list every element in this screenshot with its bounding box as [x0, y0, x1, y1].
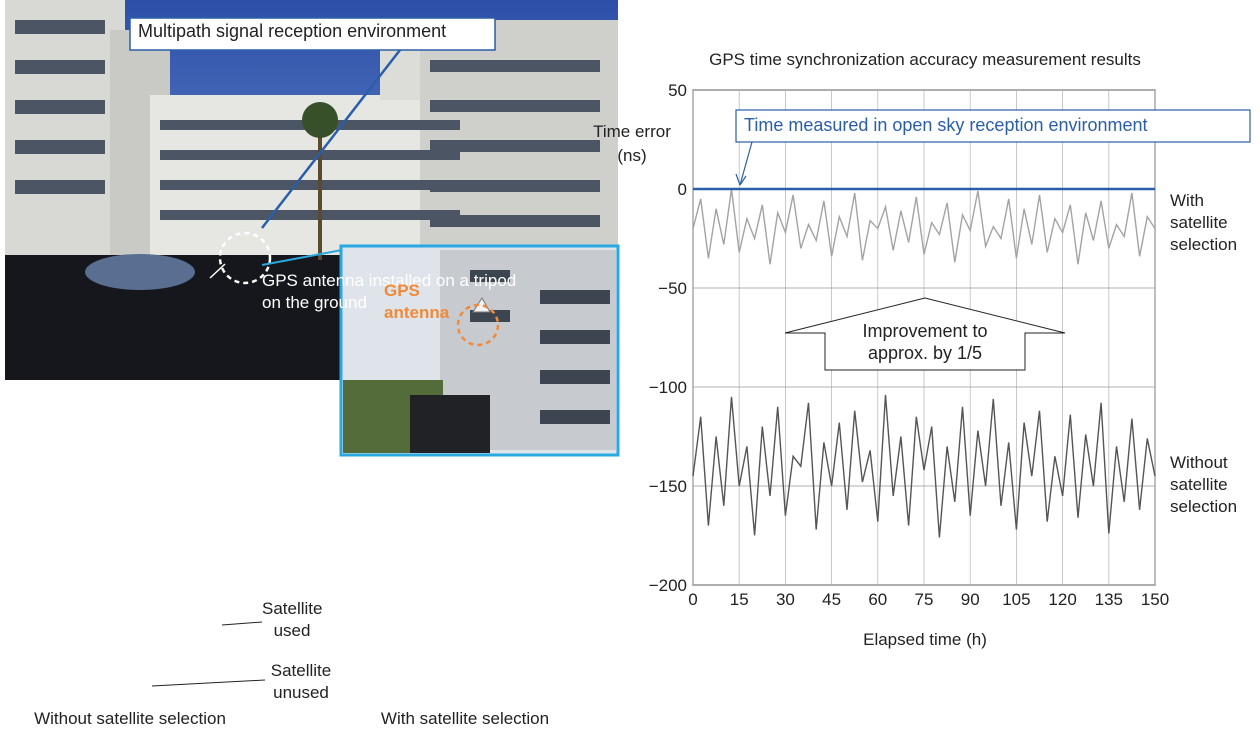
y-axis-label: (ns) [617, 146, 646, 165]
inset-label: GPS antenna [384, 280, 444, 324]
x-tick-label: 75 [915, 590, 934, 609]
legend-unused: Satellite unused [262, 660, 340, 704]
y-tick-label: −50 [658, 279, 687, 298]
y-tick-label: 50 [668, 81, 687, 100]
improvement-label: Improvement to approx. by 1/5 [835, 320, 1015, 364]
x-tick-label: 135 [1095, 590, 1123, 609]
x-tick-label: 15 [730, 590, 749, 609]
x-tick-label: 60 [868, 590, 887, 609]
y-axis-label: Time error [593, 122, 671, 141]
sky-caption: Without satellite selection [5, 708, 255, 730]
x-tick-label: 105 [1002, 590, 1030, 609]
x-tick-label: 120 [1048, 590, 1076, 609]
pointer [222, 622, 262, 625]
x-tick-label: 150 [1141, 590, 1169, 609]
chart-title: GPS time synchronization accuracy measur… [709, 50, 1141, 69]
x-tick-label: 45 [822, 590, 841, 609]
annotation: Time measured in open sky reception envi… [744, 114, 1254, 136]
y-tick-label: −200 [649, 576, 687, 595]
photo [5, 0, 618, 455]
series-label: Without satellite selection [1170, 452, 1260, 518]
pointer [152, 680, 265, 686]
x-tick-label: 30 [776, 590, 795, 609]
canvas: NESW30609023292526311621142702NESW306090… [0, 0, 1260, 736]
legend-used: Satellite used [262, 598, 322, 642]
y-tick-label: 0 [678, 180, 687, 199]
photo-callout: Multipath signal reception environment [138, 20, 446, 42]
x-tick-label: 0 [688, 590, 697, 609]
y-tick-label: −150 [649, 477, 687, 496]
figure: NESW30609023292526311621142702NESW306090… [0, 0, 1260, 736]
x-axis-label: Elapsed time (h) [863, 630, 987, 649]
y-tick-label: −100 [649, 378, 687, 397]
series-label: With satellite selection [1170, 190, 1260, 256]
x-tick-label: 90 [961, 590, 980, 609]
sky-caption: With satellite selection [340, 708, 590, 730]
